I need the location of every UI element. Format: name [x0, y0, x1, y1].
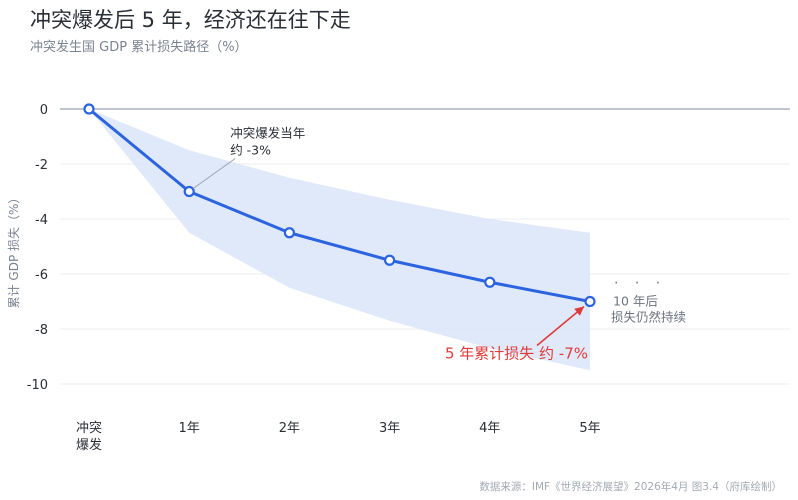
x-tick-label: 3年: [379, 421, 400, 436]
x-axis-ticks: 冲突爆发 1年 2年 3年 4年 5年: [76, 420, 601, 453]
x-tick-label: 1年: [179, 421, 200, 436]
series-line-path: [88, 107, 591, 303]
year1-annotation-line2: 约 -3%: [230, 143, 271, 158]
y-tick-label: -2: [35, 158, 48, 173]
x-tick-label: 2年: [279, 421, 300, 436]
series-line: [88, 107, 591, 303]
continuation-note-line1: 10 年后: [613, 294, 658, 309]
y-tick-label: -4: [35, 213, 48, 228]
x-tick-label: 冲突爆发: [76, 420, 102, 453]
chart-title: 冲突爆发后 5 年，经济还在往下走: [30, 8, 351, 32]
uncertainty-band: [89, 109, 590, 371]
y-tick-label: -10: [27, 378, 48, 393]
y-axis-ticks: 0 -2 -4 -6 -8 -10: [27, 103, 48, 393]
y-tick-label: -8: [35, 323, 48, 338]
y-axis-label: 累计 GDP 损失（%）: [6, 192, 21, 309]
x-tick-label: 4年: [479, 421, 500, 436]
year1-leader-line: [192, 158, 236, 189]
data-point: [83, 103, 95, 115]
data-point: [584, 295, 596, 308]
y-tick-label: -6: [35, 268, 48, 283]
data-point: [384, 254, 396, 266]
year5-callout-text: 5 年累计损失 约 -7%: [445, 345, 588, 363]
data-point: [283, 227, 295, 239]
year1-annotation-line1: 冲突爆发当年: [230, 126, 305, 141]
series-points: [83, 103, 596, 308]
source-note: 数据来源：IMF《世界经济展望》2026年4月 图3.4（府库绘制）: [479, 481, 782, 493]
x-tick-label: 5年: [579, 421, 600, 436]
continuation-note-line2: 损失仍然持续: [611, 310, 686, 325]
uncertainty-band-area: [89, 109, 590, 371]
year5-arrow-head: [574, 306, 584, 316]
y-tick-label: 0: [40, 103, 48, 118]
chart-subtitle: 冲突发生国 GDP 累计损失路径（%）: [30, 40, 248, 55]
year5-callout-arrow: [536, 305, 585, 347]
data-point: [484, 276, 496, 288]
continuation-dots: · · ·: [614, 276, 666, 292]
data-point: [183, 185, 195, 198]
